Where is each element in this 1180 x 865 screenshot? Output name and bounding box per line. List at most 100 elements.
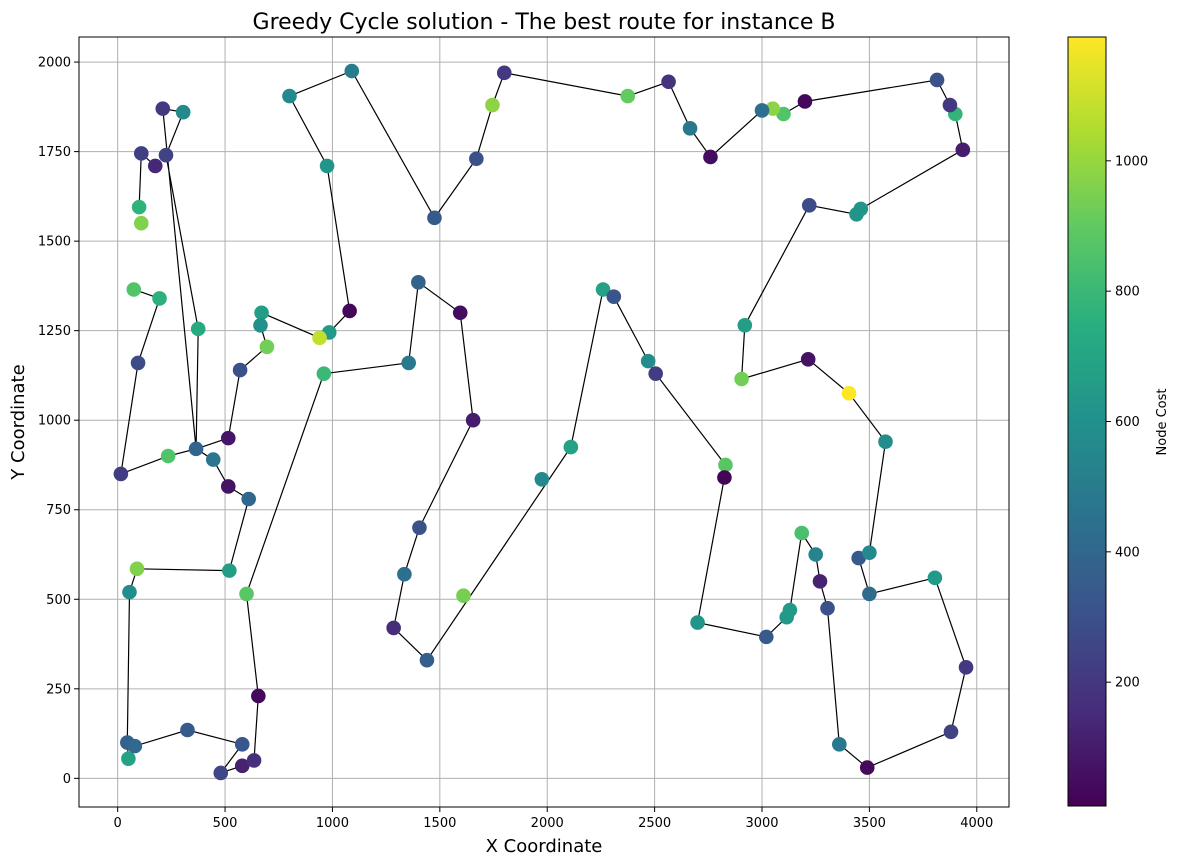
node-point (427, 210, 442, 226)
node-point (246, 753, 262, 768)
node-point (342, 303, 357, 319)
node-point (812, 574, 828, 589)
node-point (386, 620, 401, 636)
x-axis-label: X Coordinate (486, 836, 603, 857)
node-point (648, 366, 663, 381)
node-point (121, 751, 136, 766)
node-point (456, 588, 471, 603)
x-tick-label: 2000 (531, 816, 564, 831)
node-point (175, 104, 191, 120)
node-point (942, 97, 958, 113)
route-line (126, 70, 967, 775)
route-segment (120, 455, 169, 475)
route-segment (137, 298, 161, 364)
node-point (122, 584, 137, 600)
node-point (147, 158, 163, 174)
y-tick-label: 500 (46, 593, 71, 608)
node-point (958, 660, 974, 675)
colorbar-tick-label: 200 (1115, 676, 1140, 691)
node-point (282, 88, 297, 104)
node-point (606, 289, 622, 304)
node-point (412, 520, 427, 535)
node-point (401, 355, 416, 371)
node-point (241, 491, 256, 507)
x-tick-label: 4000 (960, 816, 993, 831)
node-point (259, 339, 275, 355)
node-point (853, 201, 869, 217)
node-point (718, 457, 733, 473)
node-point (155, 101, 171, 116)
node-point (411, 275, 426, 290)
node-point (234, 758, 250, 774)
node-point (205, 452, 221, 467)
node-point (943, 724, 959, 740)
node-point (794, 525, 810, 541)
node-point (595, 282, 611, 297)
node-point (133, 215, 149, 231)
node-point (485, 97, 500, 113)
node-point (239, 586, 254, 602)
node-point (397, 566, 412, 582)
node-point (758, 629, 774, 645)
node-point (832, 737, 847, 752)
node-point (419, 652, 435, 668)
node-point (220, 430, 236, 446)
node-point (188, 441, 204, 457)
node-point (180, 722, 195, 738)
node-point (808, 547, 823, 562)
node-point (254, 305, 269, 321)
node-point (800, 352, 816, 367)
node-point (782, 602, 798, 618)
colorbar-label: Node Cost (1155, 389, 1170, 456)
node-point (661, 74, 676, 90)
node-point (220, 479, 236, 494)
node-point (820, 600, 835, 616)
node-point (878, 434, 893, 449)
plot-frame (78, 36, 1010, 808)
node-point (160, 448, 176, 464)
y-tick-label: 1000 (38, 414, 71, 429)
colorbar-tick-label: 800 (1115, 285, 1140, 300)
node-point (859, 760, 875, 775)
node-point (563, 439, 579, 455)
node-point (734, 371, 749, 387)
node-point (133, 146, 149, 161)
node-point (754, 103, 770, 118)
node-point (251, 688, 266, 704)
node-point (682, 121, 698, 136)
node-point (955, 142, 971, 158)
x-tick-label: 3500 (853, 816, 886, 831)
chart-title: Greedy Cycle solution - The best route f… (253, 10, 836, 35)
node-points (113, 63, 974, 781)
y-tick-label: 0 (63, 772, 71, 787)
node-point (927, 570, 943, 586)
node-point (126, 282, 142, 297)
node-point (765, 101, 781, 116)
x-tick-label: 0 (114, 816, 122, 831)
node-point (213, 765, 229, 781)
node-point (158, 147, 174, 163)
node-point (640, 353, 656, 369)
node-point (465, 412, 481, 428)
colorbar (1067, 36, 1107, 807)
colorbar-tick-label: 1000 (1115, 154, 1148, 169)
x-tick-label: 500 (213, 816, 238, 831)
node-point (129, 561, 145, 577)
node-point (316, 366, 332, 381)
node-point (312, 330, 327, 346)
y-axis-label: Y Coordinate (8, 364, 29, 480)
node-point (797, 94, 813, 109)
route-segment (138, 153, 142, 208)
grid (79, 37, 1009, 807)
y-axis-ticks: 0 250 500 750 1000 1250 1500 1750 2000 (38, 56, 79, 787)
node-point (222, 563, 237, 578)
route-path (120, 70, 967, 775)
x-tick-label: 3000 (745, 816, 778, 831)
y-tick-label: 1250 (38, 324, 71, 339)
node-point (452, 305, 468, 321)
x-tick-label: 2500 (638, 816, 671, 831)
node-point (127, 738, 143, 754)
x-axis-ticks: 0 500 1000 1500 2000 2500 3000 3500 4000 (114, 807, 993, 831)
node-point (801, 198, 817, 213)
x-tick-label: 1000 (316, 816, 349, 831)
